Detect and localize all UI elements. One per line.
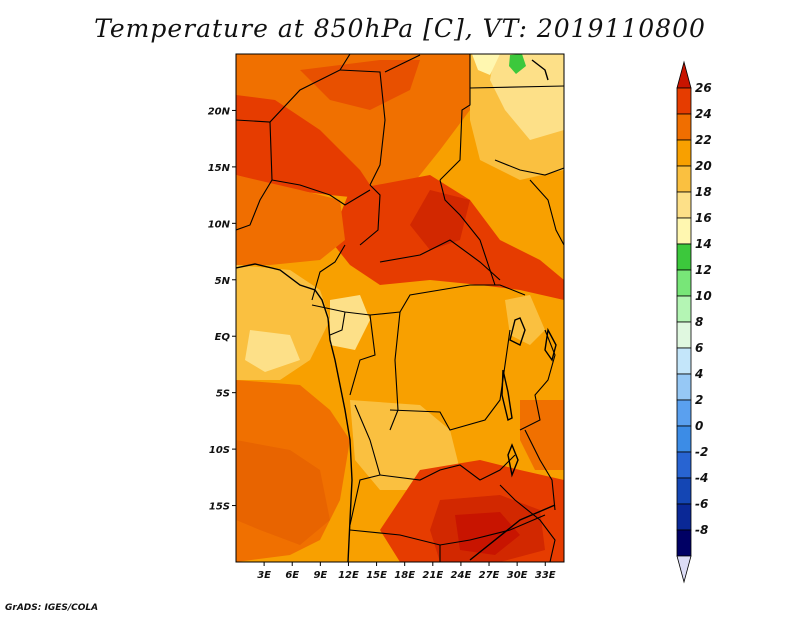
colorbar-label: -2 [695, 445, 708, 459]
colorbar-swatch [676, 139, 692, 167]
colorbar-swatch [676, 425, 692, 453]
lat-tick-label: 15N [208, 163, 231, 174]
colorbar-swatch [676, 321, 692, 349]
colorbar-swatch [676, 529, 692, 557]
colorbar-swatch [676, 347, 692, 375]
colorbar-label: 14 [695, 237, 712, 251]
colorbar-label: 4 [694, 367, 703, 381]
colorbar-label: 16 [695, 211, 712, 225]
latitude-axis: 20N 15N 10N 5N EQ 5S 10S 15S [208, 106, 236, 513]
lat-tick-label: 20N [208, 106, 231, 117]
lat-tick-label: EQ [215, 332, 231, 343]
lon-tick-label: 30E [507, 570, 528, 581]
colorbar-swatch [676, 503, 692, 531]
lon-tick-label: 24E [451, 570, 472, 581]
temperature-field [236, 54, 564, 562]
lon-tick-label: 21E [422, 570, 443, 581]
colorbar-swatch [676, 60, 692, 89]
lon-tick-label: 9E [313, 570, 327, 581]
colorbar-label: 6 [695, 341, 703, 355]
lon-tick-label: 27E [479, 570, 500, 581]
colorbar-swatch [676, 87, 692, 115]
colorbar-swatch [676, 555, 692, 584]
colorbar-label: 22 [695, 133, 712, 147]
colorbar-label: 2 [695, 393, 703, 407]
colorbar-label: 10 [695, 289, 712, 303]
colorbar-swatch [676, 373, 692, 401]
colorbar-swatch [676, 217, 692, 245]
colorbar-swatch [676, 269, 692, 297]
colorbar-swatch [676, 477, 692, 505]
lat-tick-label: 10N [208, 219, 231, 230]
colorbar-swatch [676, 165, 692, 193]
colorbar-label: 20 [695, 159, 712, 173]
colorbar-swatch [676, 243, 692, 271]
colorbar-swatch [676, 113, 692, 141]
colorbar-label: 24 [695, 107, 712, 121]
lon-tick-label: 33E [535, 570, 556, 581]
lat-tick-label: 5S [216, 389, 230, 400]
colorbar-swatch [676, 399, 692, 427]
lon-tick-label: 12E [338, 570, 359, 581]
colorbar-label: 26 [695, 81, 712, 95]
colorbar-label: 12 [695, 263, 712, 277]
colorbar-label: -6 [695, 497, 708, 511]
lat-tick-label: 5N [215, 276, 231, 287]
map-title: Temperature at 850hPa [C], VT: 201911080… [94, 14, 706, 43]
lat-tick-label: 10S [209, 445, 230, 456]
lon-tick-label: 18E [394, 570, 415, 581]
colorbar-swatch [676, 191, 692, 219]
grads-credit: GrADS: IGES/COLA [5, 603, 99, 613]
colorbar-label: -4 [695, 471, 708, 485]
colorbar-swatch [676, 295, 692, 323]
colorbar-label: 0 [695, 419, 703, 433]
colorbar-swatch [676, 451, 692, 479]
lon-tick-label: 6E [285, 570, 299, 581]
lat-tick-label: 15S [209, 502, 230, 513]
longitude-axis: 3E 6E 9E 12E 15E 18E 21E 24E 27E 30E 33E [257, 562, 556, 581]
colorbar-label: 18 [695, 185, 712, 199]
country-boundaries [236, 54, 564, 562]
colorbar-label: 8 [695, 315, 703, 329]
map-frame [235, 53, 565, 563]
colorbar-label: -8 [695, 523, 708, 537]
coastlines [236, 59, 557, 562]
lon-tick-label: 15E [366, 570, 387, 581]
lon-tick-label: 3E [257, 570, 271, 581]
